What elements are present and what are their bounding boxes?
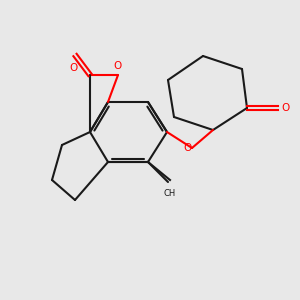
Text: O: O xyxy=(184,143,192,153)
Text: O: O xyxy=(114,61,122,71)
Text: O: O xyxy=(281,103,289,113)
Text: CH: CH xyxy=(164,189,176,198)
Text: O: O xyxy=(69,63,77,73)
